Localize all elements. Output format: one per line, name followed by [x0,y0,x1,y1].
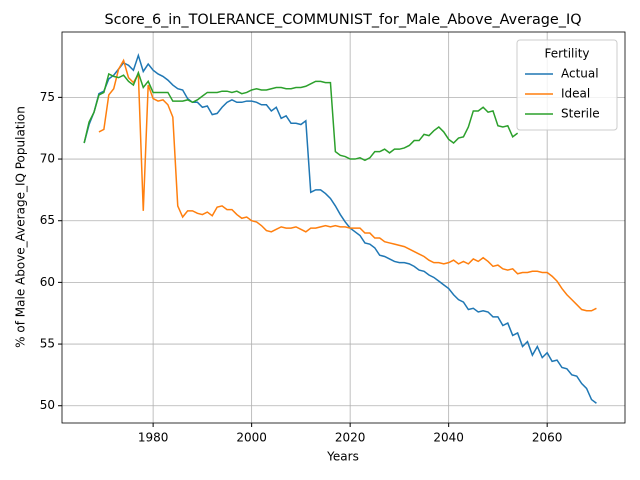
legend-box [516,39,618,131]
y-tick-label: 55 [40,337,55,351]
plot-frame [61,31,626,424]
y-tick-label: 60 [40,275,55,289]
series-line [83,52,597,404]
legend-label: Sterile [561,107,600,121]
x-axis-label: Years [326,450,359,464]
series-line [83,70,519,162]
y-axis-label: % of Male Above_Average_IQ Population [14,106,28,348]
x-tick-label: 2000 [236,431,267,445]
x-tick-label: 2020 [335,431,366,445]
y-tick-label: 75 [40,90,55,104]
x-tick-label: 2040 [433,431,464,445]
y-tick-label: 65 [40,213,55,227]
legend-title: Fertility [544,47,589,61]
x-tick-label: 2060 [532,431,563,445]
y-tick-label: 50 [40,398,55,412]
legend-label: Ideal [561,87,590,101]
legend-label: Actual [561,67,599,81]
series-line [98,58,597,312]
x-tick-label: 1980 [138,431,169,445]
chart-title: Score_6_in_TOLERANCE_COMMUNIST_for_Male_… [104,12,581,28]
y-tick-label: 70 [40,152,55,166]
